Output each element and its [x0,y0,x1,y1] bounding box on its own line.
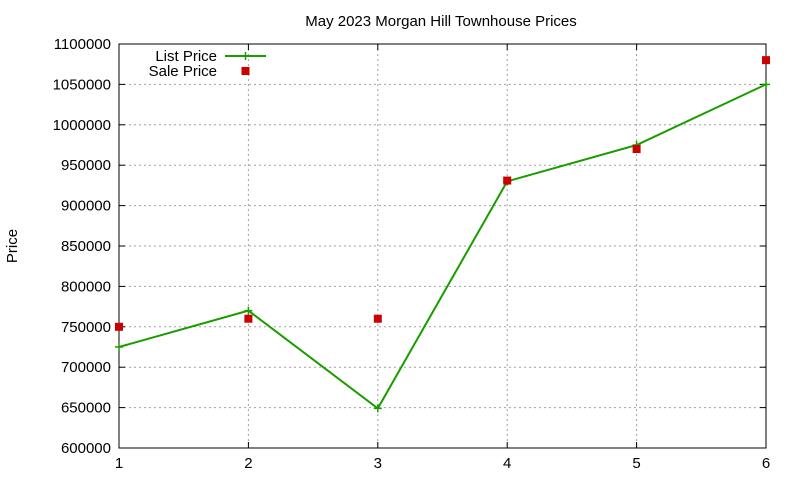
sale-price-point [373,314,382,323]
y-tick-label: 650000 [61,400,111,417]
x-tick-label: 6 [762,455,770,472]
legend: List Price Sale Price [149,48,266,80]
y-tick-label: 600000 [61,440,111,457]
y-tick-label: 1000000 [53,117,111,134]
list-price-point [115,343,123,351]
list-price-point [244,306,253,315]
plot-border [118,43,767,449]
x-tick-label: 3 [374,455,382,472]
sale-price-point [632,145,641,154]
x-tick-label: 5 [632,455,640,472]
legend-label-list-price: List Price [155,48,217,65]
x-tick-label: 1 [115,455,123,472]
x-tick-label: 4 [503,455,511,472]
y-tick-label: 850000 [61,238,111,255]
sale-price-point [503,176,512,185]
grid [118,43,767,449]
legend-label-sale-price: Sale Price [149,63,217,80]
y-tick-label: 1050000 [53,76,111,93]
y-tick-label: 800000 [61,278,111,295]
y-axis-label: Price [4,229,21,263]
data-series [115,56,770,413]
y-tick-label: 1100000 [54,36,111,53]
list-price-point [373,404,382,413]
x-tick-label: 2 [244,455,252,472]
y-tick-label: 750000 [61,319,111,336]
axis-ticks: 600000 650000 700000 750000 800000 850000 9000… [53,36,771,472]
list-price-point [762,80,770,89]
y-tick-label: 900000 [61,198,111,215]
y-tick-label: 950000 [61,157,111,174]
legend-sample-sale-price [241,67,250,75]
sale-price-point [762,56,770,65]
sale-price-point [115,322,123,331]
list-price-line [118,83,767,410]
y-tick-label: 700000 [61,359,111,376]
chart-title: May 2023 Morgan Hill Townhouse Prices [305,13,577,30]
sale-price-point [244,314,253,323]
